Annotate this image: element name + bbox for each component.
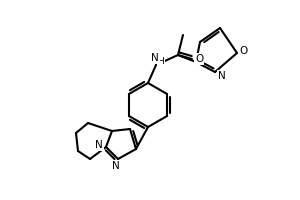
Text: O: O	[240, 46, 248, 56]
Text: O: O	[195, 54, 203, 64]
Text: N: N	[112, 161, 120, 171]
Text: N: N	[151, 53, 159, 63]
Text: H: H	[158, 58, 164, 66]
Text: N: N	[218, 71, 226, 81]
Text: N: N	[95, 140, 103, 150]
